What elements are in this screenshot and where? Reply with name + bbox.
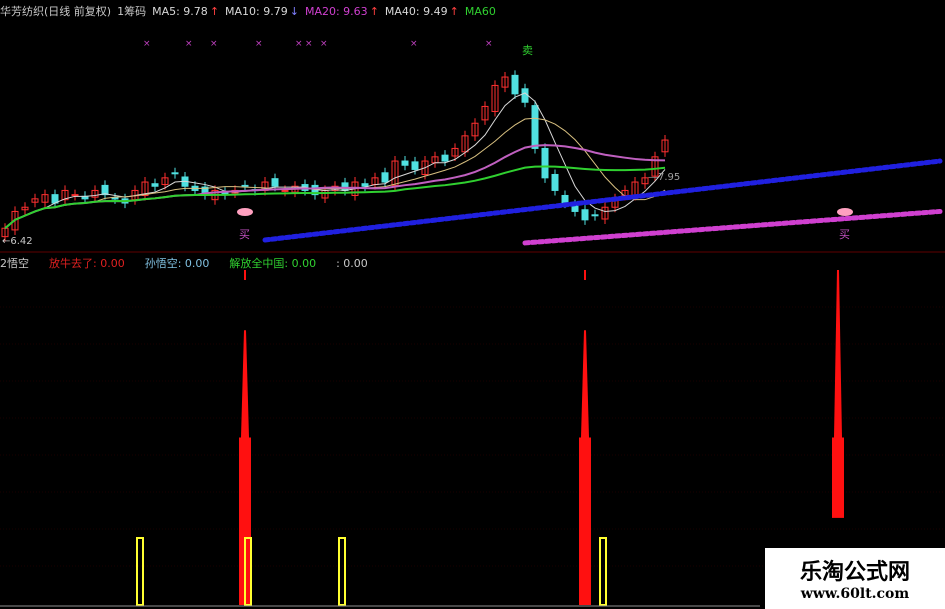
candle-body — [281, 189, 289, 192]
red-tip — [244, 270, 246, 280]
candle-body — [31, 198, 39, 203]
ma-value-3: MA40: 9.49 — [384, 5, 448, 18]
candle-body — [411, 161, 419, 170]
indicator-value-0: 放牛去了: 0.00 — [49, 257, 125, 270]
ma-value-2: MA20: 9.63 — [304, 5, 368, 18]
candle-body — [531, 105, 539, 149]
watermark-url: www.60lt.com — [800, 586, 910, 602]
indicator-panel-header: 2悟空 放牛去了: 0.00 孙悟空: 0.00 解放全中国: 0.00 : 0.00 — [0, 255, 380, 271]
indicator-value-3: : 0.00 — [336, 257, 368, 270]
candle-body — [11, 210, 19, 231]
candle-body — [161, 177, 169, 186]
signal-dot: × — [143, 39, 151, 49]
sell-label: 卖 — [522, 44, 533, 57]
red-spike — [834, 270, 842, 438]
red-bar — [832, 437, 844, 518]
candle-body — [521, 88, 529, 103]
dotted-line-1 — [522, 208, 943, 246]
signal-dot: × — [485, 39, 493, 49]
candle-body — [421, 160, 429, 175]
buy-label: 买 — [839, 228, 850, 241]
candle-body — [471, 122, 479, 137]
signal-dot: × — [210, 39, 218, 49]
candle-body — [391, 160, 399, 186]
red-tip — [584, 270, 586, 280]
ma-value-1: MA10: 9.79 — [225, 5, 288, 18]
watermark-title: 乐淘公式网 — [799, 559, 910, 585]
candle-body — [511, 74, 519, 95]
yellow-bar — [599, 537, 607, 606]
candle-body — [61, 189, 69, 201]
red-bar — [239, 437, 251, 605]
candle-body — [591, 214, 599, 217]
candle-body — [481, 105, 489, 121]
dotted-line-0 — [262, 158, 943, 243]
ma40-line — [4, 165, 666, 230]
ma-value-4: MA60 — [464, 5, 496, 18]
arrow-down-icon: ↓ — [289, 5, 299, 18]
candle-body — [171, 172, 179, 175]
candle-body — [151, 183, 159, 187]
watermark: 乐淘公式网 www.60lt.com — [765, 548, 945, 609]
candle-body — [271, 178, 279, 187]
ma10-line — [4, 117, 666, 229]
candle-body — [441, 154, 449, 162]
candle-body — [451, 147, 459, 157]
candle-body — [341, 182, 349, 191]
candle-body — [41, 194, 49, 203]
candle-body — [401, 160, 409, 166]
candle-body — [141, 181, 149, 196]
ma-value-0: MA5: 9.78 — [152, 5, 208, 18]
red-spike — [241, 330, 249, 438]
candle-body — [21, 206, 29, 211]
arrow-up-icon: ↑ — [209, 5, 220, 18]
candle-body — [661, 139, 669, 153]
candle-body — [71, 194, 79, 197]
signal-dot: × — [295, 39, 303, 49]
indicator-value-2: 解放全中国: 0.00 — [229, 257, 317, 270]
stock-title: 华芳纺织(日线 前复权) — [0, 5, 112, 18]
candle-body — [111, 197, 119, 200]
candle-body — [561, 194, 569, 204]
candle-body — [651, 156, 659, 177]
chip-label: 1筹码 — [117, 5, 147, 18]
signal-dot: × — [185, 39, 193, 49]
candle-body — [461, 135, 469, 153]
signal-dot: × — [255, 39, 263, 49]
candle-body — [241, 184, 249, 187]
candle-body — [641, 177, 649, 185]
indicator-value-1: 孙悟空: 0.00 — [144, 257, 210, 270]
candle-body — [581, 209, 589, 221]
red-spike — [581, 330, 589, 438]
buy-label: 买 — [239, 228, 250, 241]
yellow-bar — [338, 537, 346, 606]
buy-marker-icon — [237, 208, 253, 216]
signal-dot: × — [320, 39, 328, 49]
candle-body — [621, 189, 629, 196]
candle-body — [501, 76, 509, 88]
ma5-line — [4, 92, 666, 229]
signal-dot: × — [410, 39, 418, 49]
candle-body — [381, 172, 389, 183]
buy-marker-icon — [837, 208, 853, 216]
red-bar — [579, 437, 591, 605]
arrow-up-icon: ↑ — [369, 5, 379, 18]
arrow-up-icon: ↑ — [449, 5, 459, 18]
yellow-bar — [136, 537, 144, 606]
candle-body — [101, 184, 109, 196]
price-panel-header: 华芳纺织(日线 前复权) 1筹码 MA5: 9.78 ↑ MA10: 9.79 ↓ MA20… — [0, 3, 510, 19]
indicator-name: 2悟空 — [0, 257, 29, 270]
candle-body — [491, 84, 499, 112]
candle-body — [91, 189, 99, 198]
candle-body — [361, 183, 369, 187]
candle-body — [601, 206, 609, 220]
yellow-bar — [244, 537, 252, 606]
low-price-label: ←6.42 — [2, 236, 33, 247]
price-label: —7.95 — [648, 172, 680, 183]
candle-body — [541, 147, 549, 179]
candle-body — [551, 173, 559, 191]
signal-dot: × — [305, 39, 313, 49]
